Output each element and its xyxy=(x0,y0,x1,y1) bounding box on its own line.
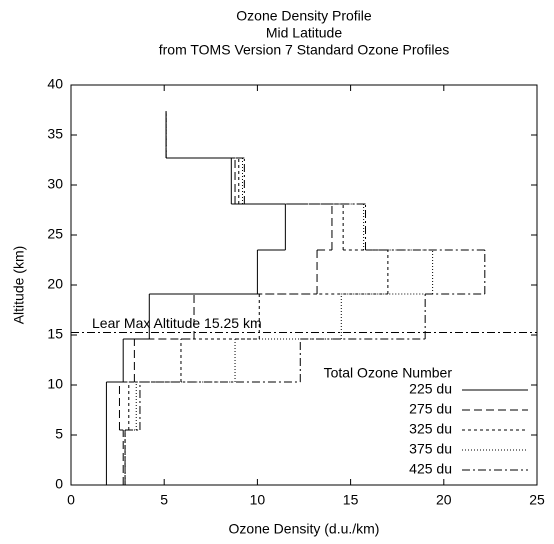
legend-label: 275 du xyxy=(409,401,452,417)
y-tick-label: 0 xyxy=(55,476,63,492)
x-axis-label: Ozone Density (d.u./km) xyxy=(229,521,380,537)
x-tick-label: 0 xyxy=(67,492,75,508)
y-tick-label: 10 xyxy=(47,376,63,392)
y-tick-label: 35 xyxy=(47,126,63,142)
y-tick-label: 20 xyxy=(47,276,63,292)
chart-title: Ozone Density Profile xyxy=(236,8,372,24)
x-tick-label: 20 xyxy=(436,492,452,508)
y-tick-label: 40 xyxy=(47,76,63,92)
x-tick-label: 10 xyxy=(250,492,266,508)
legend-title: Total Ozone Number xyxy=(324,365,453,381)
legend-label: 225 du xyxy=(409,381,452,397)
chart-subtitle: from TOMS Version 7 Standard Ozone Profi… xyxy=(159,42,450,58)
legend-label: 325 du xyxy=(409,421,452,437)
y-tick-label: 15 xyxy=(47,326,63,342)
y-tick-label: 5 xyxy=(55,426,63,442)
legend-label: 425 du xyxy=(409,461,452,477)
x-tick-label: 15 xyxy=(343,492,359,508)
y-tick-label: 30 xyxy=(47,176,63,192)
x-tick-label: 25 xyxy=(529,492,545,508)
y-axis-label: Altitude (km) xyxy=(11,246,27,325)
chart-subtitle: Mid Latitude xyxy=(266,25,342,41)
annotation-label: Lear Max Altitude 15.25 km xyxy=(92,315,262,331)
plot-frame xyxy=(70,84,538,486)
x-tick-label: 5 xyxy=(160,492,168,508)
legend-label: 375 du xyxy=(409,441,452,457)
y-tick-label: 25 xyxy=(47,226,63,242)
